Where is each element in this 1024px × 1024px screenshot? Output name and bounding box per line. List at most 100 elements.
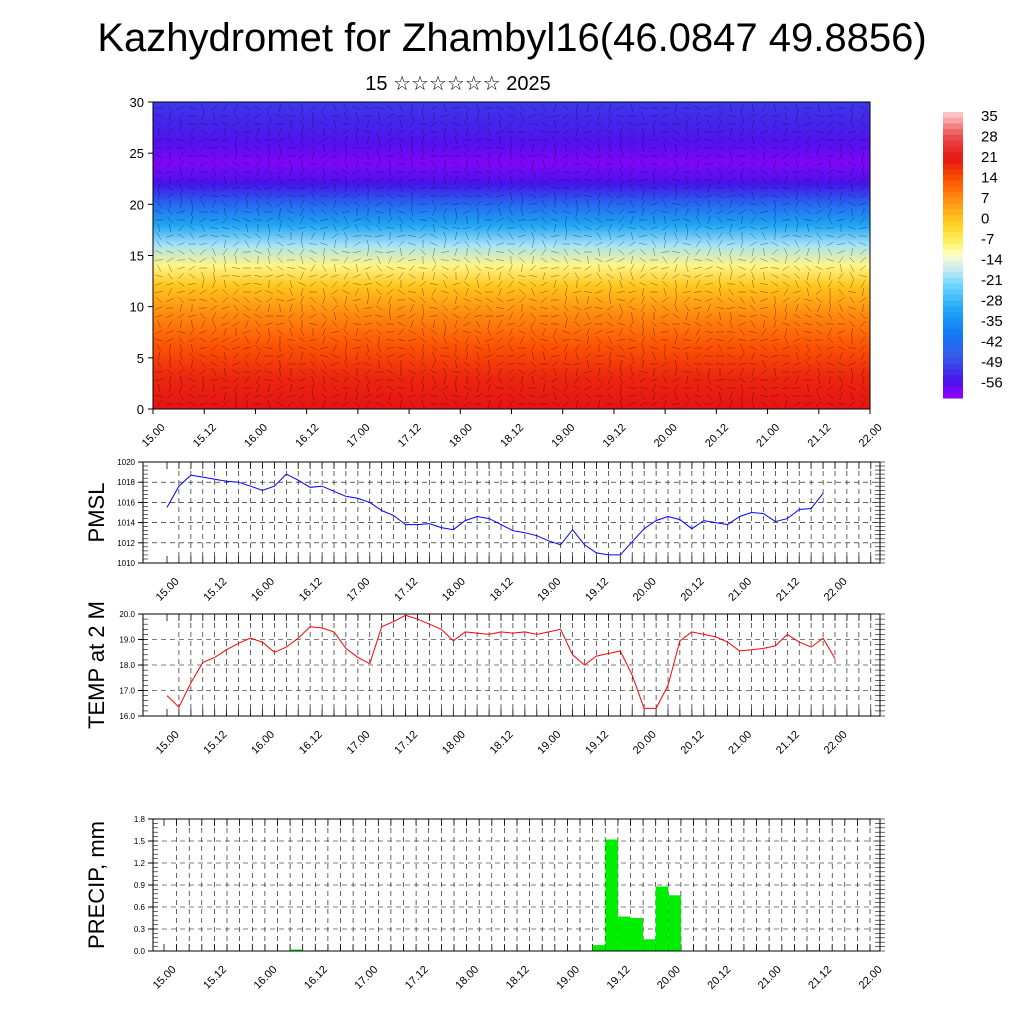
- wind-barb: [308, 339, 318, 341]
- wind-barb: [345, 343, 347, 353]
- wind-barb: [751, 192, 755, 200]
- wind-barb: [563, 200, 569, 208]
- wind-barb: [376, 144, 382, 152]
- x-tick-label: 17.12: [392, 576, 420, 604]
- wind-barb: [210, 345, 218, 351]
- wind-barb: [451, 203, 461, 205]
- wind-barb: [729, 248, 733, 256]
- wind-barb: [487, 152, 491, 160]
- wind-barb: [268, 255, 270, 265]
- wind-barb: [773, 120, 777, 128]
- wind-barb: [529, 177, 537, 183]
- wind-barb: [585, 184, 591, 192]
- wind-barb: [860, 384, 866, 392]
- wind-barb: [311, 392, 315, 400]
- wind-barb: [848, 201, 856, 207]
- wind-barb: [234, 144, 238, 152]
- colorbar-swatch: [943, 266, 963, 273]
- wind-barb: [650, 346, 658, 350]
- wind-barb: [178, 392, 184, 400]
- colorbar-swatch: [943, 300, 963, 307]
- wind-barb: [466, 127, 468, 137]
- wind-barb: [826, 241, 834, 247]
- wind-barb: [849, 264, 855, 272]
- wind-barb: [661, 386, 669, 390]
- wind-barb: [213, 263, 215, 273]
- x-tick-label: 16.12: [302, 964, 330, 992]
- wind-barb: [279, 303, 281, 313]
- wind-barb: [529, 114, 537, 118]
- plot-frame: [142, 461, 881, 564]
- wind-barb: [155, 161, 163, 167]
- wind-barb: [598, 200, 600, 208]
- wind-barb: [286, 339, 296, 341]
- wind-barb: [773, 208, 777, 216]
- wind-barb: [210, 138, 218, 142]
- wind-barb: [562, 137, 570, 143]
- wind-barb: [400, 119, 402, 129]
- wind-barb: [805, 184, 811, 192]
- wind-barb: [254, 297, 262, 303]
- wind-barb: [705, 290, 713, 294]
- wind-barb: [528, 123, 538, 125]
- wind-barb: [860, 400, 866, 408]
- wind-barb: [167, 288, 173, 296]
- wind-barb: [266, 192, 272, 200]
- wind-barb: [817, 144, 821, 152]
- wind-barb: [562, 186, 570, 190]
- wind-barb: [596, 272, 602, 280]
- wind-barb: [310, 104, 316, 112]
- wind-barb: [452, 394, 460, 398]
- wind-barb: [353, 201, 361, 207]
- wind-barb: [221, 194, 229, 198]
- x-tick-label: 16.12: [297, 576, 325, 604]
- wind-barb: [675, 359, 677, 369]
- wind-barb: [598, 207, 600, 217]
- wind-barb: [155, 314, 163, 318]
- wind-barb: [211, 368, 217, 376]
- wind-barb: [276, 233, 284, 239]
- wind-barb: [245, 320, 249, 328]
- wind-barb: [419, 337, 427, 343]
- wind-barb: [232, 369, 240, 375]
- wind-barb: [749, 209, 757, 215]
- wind-barb: [443, 232, 447, 240]
- wind-barb: [519, 240, 525, 248]
- wind-barb: [442, 336, 448, 344]
- wind-barb: [542, 144, 546, 152]
- wind-barb: [803, 219, 813, 221]
- wind-barb: [586, 328, 590, 336]
- wind-barb: [739, 280, 745, 288]
- colorbar-swatch: [943, 180, 963, 187]
- wind-barb: [816, 344, 822, 352]
- wind-barb: [719, 311, 721, 321]
- wind-barb: [595, 306, 603, 310]
- wind-barb: [686, 312, 688, 320]
- wind-barb: [653, 215, 655, 225]
- wind-barb: [376, 128, 382, 136]
- wind-barb: [320, 313, 328, 319]
- y-tick-label: 1012: [117, 539, 135, 548]
- x-tick-label: 19.00: [554, 964, 582, 992]
- wind-barb: [818, 255, 820, 265]
- wind-barb: [299, 400, 305, 408]
- wind-barb: [177, 402, 185, 406]
- wind-barb: [672, 153, 680, 159]
- wind-barb: [716, 210, 724, 214]
- wind-barb: [607, 241, 613, 247]
- wind-barb: [374, 107, 384, 109]
- wind-barb: [728, 184, 734, 192]
- wind-barb: [826, 393, 834, 399]
- wind-barb: [363, 307, 373, 309]
- wind-barb: [199, 185, 207, 191]
- x-tick-label: 15.12: [191, 422, 219, 450]
- wind-barb: [827, 104, 833, 112]
- y-tick-label: 1.2: [134, 859, 146, 868]
- wind-barb: [573, 258, 581, 262]
- wind-barb: [574, 392, 580, 400]
- wind-barb: [617, 266, 625, 270]
- wind-barb: [166, 282, 174, 286]
- wind-barb: [508, 232, 514, 240]
- wind-barb: [310, 232, 316, 240]
- wind-barb: [157, 184, 161, 192]
